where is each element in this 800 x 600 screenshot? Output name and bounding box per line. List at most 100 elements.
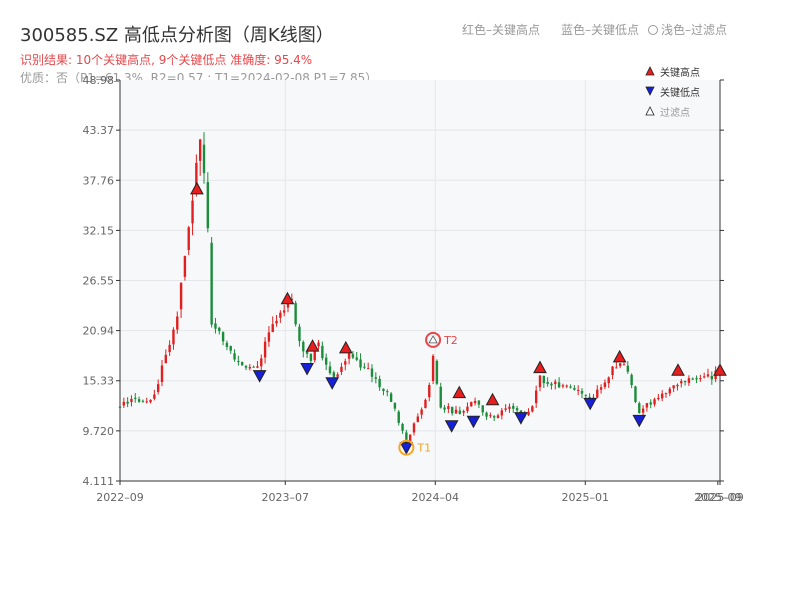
candle-body [332,372,336,377]
candle-body [386,391,389,393]
candle-body [473,400,477,403]
candle-body [183,256,187,277]
candle-body [359,359,362,368]
candle-body [580,390,584,394]
candle-body [508,406,511,409]
candle-body [569,386,572,388]
key-high-marker [305,339,320,352]
candle-body [267,332,271,342]
page-title: 300585.SZ 高低点分析图（周K线图） [20,25,334,46]
key-low-marker [514,412,528,425]
candle-body [626,365,630,372]
candle-body [676,384,679,387]
candle-body [576,389,580,391]
candle-body [229,346,232,351]
candle-body [561,385,565,387]
candle-body [305,350,309,354]
tick-labels: 4.111 9.720 15.33 20.94 26.55 32.15 37.76 43.37… [83,74,744,504]
candle-body [622,364,626,366]
candle-body [172,329,175,345]
candle-body [389,393,393,402]
candle-body [477,400,481,405]
key-high-marker [533,360,547,374]
candle-body [321,345,324,359]
candle-body [355,357,358,360]
key-low-marker [466,415,481,429]
candle-body [546,382,549,384]
candle-body [160,365,164,382]
candle-body [340,366,343,372]
candle-body [168,344,171,353]
candle-body [527,411,530,416]
candle-body [500,410,504,416]
legend-high-label: 关键高点 [660,66,700,79]
candle-body [256,366,259,368]
y-tick-label: 37.76 [83,174,115,187]
candle-body [485,412,488,417]
candle-body [294,302,297,325]
candle-body [611,366,614,376]
candle-body [554,381,557,385]
candle-body [489,415,492,417]
candle-body [149,399,152,403]
header-legend-light: 浅色–过滤点 [648,21,727,38]
candle-body [680,381,683,384]
candle-body [221,332,225,342]
candle-body [405,432,408,444]
candle-body [130,398,133,403]
candle-body [710,376,714,380]
candle-body [309,353,313,361]
candle-body [244,365,248,368]
y-tick-label: 48.98 [83,74,115,87]
candle-body [695,378,698,380]
candle-body [687,378,691,383]
candle-body [282,310,286,313]
annotation-label: T2 [443,334,458,347]
key-low-marker [300,362,314,376]
candle-body [657,397,660,400]
candle-body [412,423,416,433]
candle-body [443,407,446,410]
candle-body [218,327,221,332]
candle-body [252,366,255,368]
candle-body [531,406,534,412]
key-low-marker [325,377,340,390]
candle-body [424,399,427,409]
legend-high-icon [645,66,655,76]
candle-body [683,380,687,383]
candle-body [538,375,542,388]
candle-body [302,341,305,352]
key-low-marker [632,414,647,428]
candle-body [630,374,633,386]
candle-body [134,397,137,399]
candle-body [504,408,507,410]
candle-body [187,227,190,250]
candle-body [607,377,610,384]
x-tick-label: 2024–04 [412,491,460,504]
candle-body [618,363,622,367]
x-tick-label: 2025–09 [696,491,744,504]
candle-body [137,399,141,402]
candle-body [672,385,675,389]
y-tick-label: 43.37 [83,124,115,137]
legend-filtered-label: 过滤点 [660,106,690,119]
legend-filtered-icon [645,106,655,116]
candle-body [290,298,294,301]
candle-body [702,376,706,378]
candle-body [298,326,301,342]
candle-body [573,388,576,390]
candle-body [240,362,244,366]
key-high-marker [452,385,467,399]
candle-body [233,353,236,360]
legend: 关键高点 关键低点 过滤点 [645,66,700,119]
candle-body [641,408,645,413]
candle-body [565,385,568,387]
candle-body [408,434,412,442]
annotation-ring [398,439,415,456]
candle-body [534,390,538,404]
candle-body [645,403,649,408]
candle-body [447,406,450,409]
key-low-marker [444,420,459,433]
candle-body [649,402,652,405]
candle-body [141,400,145,402]
